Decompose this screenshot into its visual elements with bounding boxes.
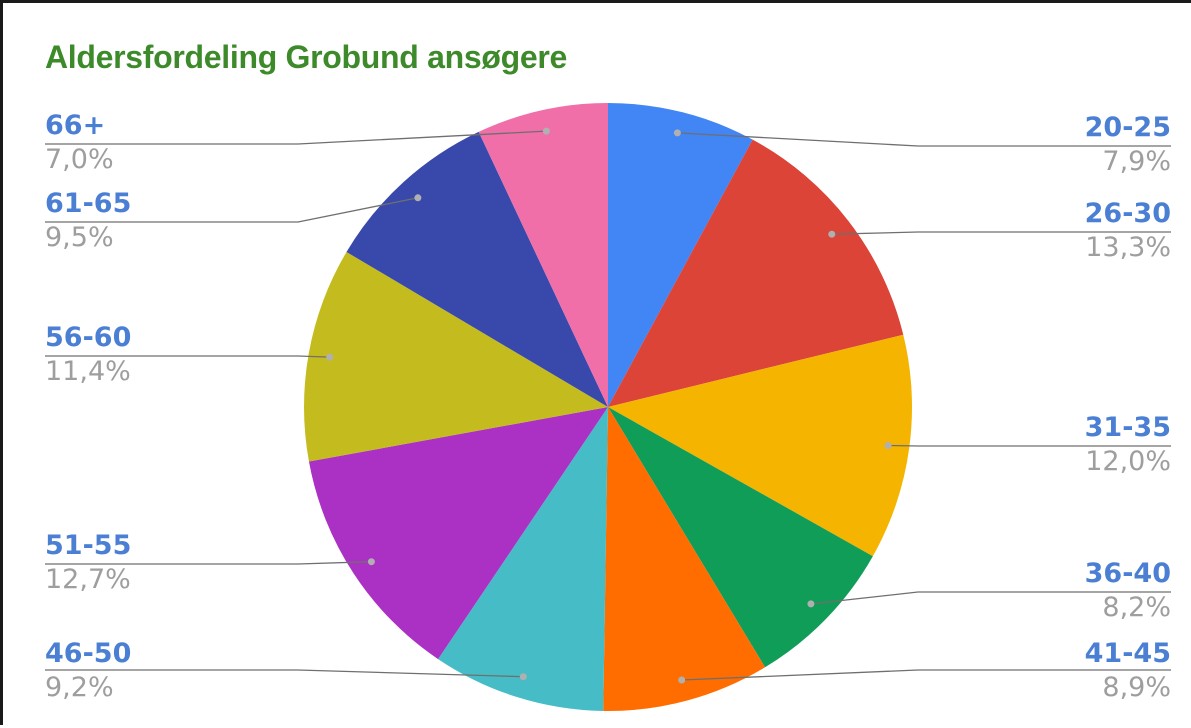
slice-label-20-25: 20-25: [1085, 112, 1171, 143]
slice-percent-46-50: 9,2%: [45, 672, 114, 703]
leader-dot-41-45: [678, 676, 686, 684]
leader-dot-31-35: [884, 442, 892, 449]
chart-title: Aldersfordeling Grobund ansøgere: [45, 39, 568, 75]
pie-slice-20-25: [608, 103, 753, 407]
leader-line-36-40: [810, 591, 1171, 605]
leader-dot-20-25: [673, 129, 681, 137]
slice-label-31-35: 31-35: [1085, 412, 1171, 443]
pie-slice-61-65: [346, 131, 608, 407]
leader-line-20-25: [677, 132, 1171, 147]
leader-line-31-35: [888, 444, 1171, 447]
slice-label-51-55: 51-55: [45, 530, 131, 561]
leader-line-26-30: [831, 231, 1171, 235]
leader-line-51-55: [45, 561, 372, 565]
pie-slice-51-55: [308, 407, 608, 660]
leader-line-56-60: [45, 355, 330, 358]
slice-label-61-65: 61-65: [45, 188, 131, 219]
pie-slice-41-45: [603, 407, 766, 711]
leader-dot-46-50: [519, 673, 527, 681]
leader-dot-61-65: [414, 194, 422, 202]
slice-percent-66plus: 7,0%: [45, 144, 114, 175]
slice-label-56-60: 56-60: [45, 322, 131, 353]
pie-slice-31-35: [608, 334, 913, 557]
slice-label-26-30: 26-30: [1085, 198, 1171, 229]
slice-percent-61-65: 9,5%: [45, 222, 114, 253]
pie-slice-36-40: [608, 407, 873, 668]
leader-dot-51-55: [367, 558, 375, 566]
leader-line-61-65: [45, 197, 419, 223]
leader-dot-36-40: [807, 600, 815, 608]
slice-percent-31-35: 12,0%: [1085, 446, 1171, 477]
leader-line-41-45: [681, 669, 1171, 681]
pie-slice-66plus: [478, 103, 608, 407]
slice-label-66plus: 66+: [45, 110, 105, 141]
pie-slice-26-30: [608, 139, 904, 407]
slice-percent-20-25: 7,9%: [1102, 146, 1171, 177]
slice-label-36-40: 36-40: [1085, 558, 1171, 589]
slice-percent-36-40: 8,2%: [1102, 592, 1171, 623]
slice-percent-26-30: 13,3%: [1085, 232, 1171, 263]
pie-slice-56-60: [304, 251, 608, 462]
leader-dot-56-60: [326, 353, 334, 361]
slice-percent-41-45: 8,9%: [1102, 672, 1171, 703]
pie-slices: [304, 103, 913, 711]
leader-line-46-50: [45, 669, 524, 678]
slice-label-46-50: 46-50: [45, 638, 131, 669]
slice-label-41-45: 41-45: [1085, 638, 1171, 669]
leader-line-66plus: [45, 130, 547, 145]
leader-dot-66plus: [542, 127, 550, 135]
leader-dot-26-30: [828, 230, 836, 238]
slice-percent-56-60: 11,4%: [45, 356, 131, 387]
pie-slice-46-50: [438, 407, 608, 711]
slice-percent-51-55: 12,7%: [45, 564, 131, 595]
